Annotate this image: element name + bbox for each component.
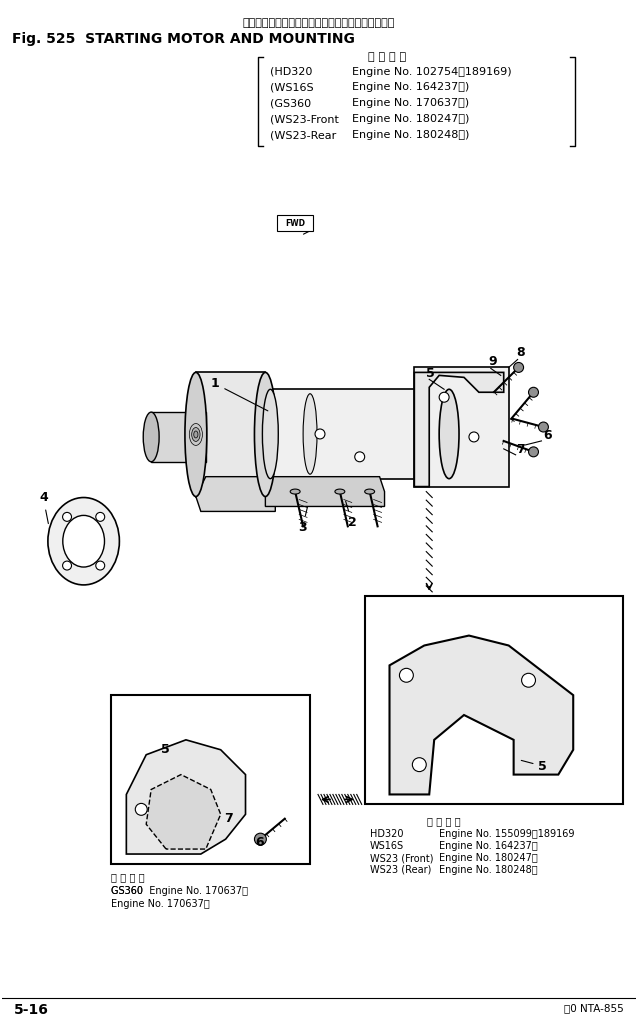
Text: ⑀0 NTA-855: ⑀0 NTA-855 (564, 1003, 624, 1013)
Polygon shape (265, 477, 385, 506)
Polygon shape (414, 372, 504, 487)
Text: 5: 5 (521, 759, 547, 772)
Ellipse shape (191, 428, 200, 441)
Text: 通 用 号 機: 通 用 号 機 (369, 52, 406, 61)
Circle shape (255, 834, 267, 845)
Text: WS16S: WS16S (369, 841, 404, 851)
Polygon shape (196, 477, 276, 512)
Text: 5-16: 5-16 (14, 1003, 49, 1017)
Text: WS23 (Front): WS23 (Front) (369, 853, 433, 863)
Ellipse shape (143, 412, 159, 462)
Polygon shape (146, 774, 221, 849)
Ellipse shape (48, 497, 119, 585)
Circle shape (315, 429, 325, 439)
Text: Engine No. 164237～: Engine No. 164237～ (439, 841, 538, 851)
Text: GS360: GS360 (112, 886, 150, 896)
Text: 5: 5 (426, 368, 435, 380)
Text: Engine No. 170637～: Engine No. 170637～ (112, 899, 210, 909)
Ellipse shape (290, 489, 300, 494)
Text: Engine No. 102754～189169): Engine No. 102754～189169) (352, 66, 512, 76)
Text: スターティング　モータ　および　マウンティング: スターティング モータ および マウンティング (243, 18, 395, 28)
Ellipse shape (335, 489, 345, 494)
Circle shape (412, 758, 426, 771)
Text: (WS23-Rear: (WS23-Rear (271, 130, 337, 140)
Text: 1: 1 (211, 377, 268, 411)
Text: 4: 4 (39, 491, 48, 524)
Ellipse shape (303, 393, 317, 474)
Ellipse shape (439, 389, 459, 479)
Polygon shape (390, 636, 573, 795)
Text: Engine No. 180247～): Engine No. 180247～) (352, 114, 469, 124)
Text: Engine No. 180248～: Engine No. 180248～ (439, 865, 538, 875)
Circle shape (528, 387, 538, 397)
Bar (112, 695, 310, 864)
Circle shape (439, 392, 449, 403)
Text: Engine No. 180248～): Engine No. 180248～) (352, 130, 469, 140)
Circle shape (528, 447, 538, 457)
Text: 6: 6 (544, 429, 552, 442)
Ellipse shape (185, 372, 207, 496)
Polygon shape (126, 740, 246, 854)
Circle shape (469, 432, 479, 442)
Text: (GS360: (GS360 (271, 98, 311, 108)
Text: FWD: FWD (285, 219, 305, 228)
Circle shape (538, 422, 549, 432)
Circle shape (96, 561, 105, 570)
Polygon shape (414, 368, 508, 487)
Text: 通 用 号 機: 通 用 号 機 (427, 816, 461, 826)
Text: 通 用 号 機: 通 用 号 機 (112, 872, 145, 881)
Text: Engine No. 170637～): Engine No. 170637～) (352, 98, 469, 108)
Circle shape (63, 513, 71, 522)
Text: WS23 (Rear): WS23 (Rear) (369, 865, 431, 875)
Text: 7: 7 (224, 812, 232, 825)
Text: HD320: HD320 (369, 829, 403, 840)
Text: 3: 3 (298, 507, 308, 534)
Ellipse shape (262, 389, 278, 479)
Text: (WS16S: (WS16S (271, 83, 314, 93)
Text: (HD320: (HD320 (271, 66, 313, 76)
Bar (365, 596, 623, 804)
Text: Fig. 525  STARTING MOTOR AND MOUNTING: Fig. 525 STARTING MOTOR AND MOUNTING (12, 32, 355, 46)
Circle shape (514, 363, 524, 372)
Bar (151, 412, 206, 462)
Text: GS360  Engine No. 170637～: GS360 Engine No. 170637～ (112, 886, 248, 896)
Text: Engine No. 164237～): Engine No. 164237～) (352, 83, 469, 93)
Circle shape (522, 674, 535, 687)
Ellipse shape (255, 372, 276, 496)
Ellipse shape (194, 431, 198, 438)
Text: Engine No. 155099～189169: Engine No. 155099～189169 (439, 829, 575, 840)
Ellipse shape (63, 516, 105, 567)
Circle shape (135, 803, 147, 815)
Bar (196, 372, 265, 496)
Circle shape (399, 668, 413, 683)
Ellipse shape (365, 489, 375, 494)
Text: 9: 9 (489, 356, 498, 369)
Text: 7: 7 (517, 443, 525, 455)
Ellipse shape (189, 424, 202, 445)
Circle shape (96, 513, 105, 522)
FancyBboxPatch shape (278, 215, 313, 231)
Circle shape (355, 451, 365, 462)
Circle shape (63, 561, 71, 570)
Text: 8: 8 (517, 345, 525, 359)
Text: 6: 6 (255, 836, 264, 849)
Text: 2: 2 (346, 501, 357, 529)
Bar (211, 389, 449, 479)
Text: 5: 5 (161, 743, 170, 756)
Text: (WS23-Front: (WS23-Front (271, 114, 339, 124)
Text: Engine No. 180247～: Engine No. 180247～ (439, 853, 538, 863)
